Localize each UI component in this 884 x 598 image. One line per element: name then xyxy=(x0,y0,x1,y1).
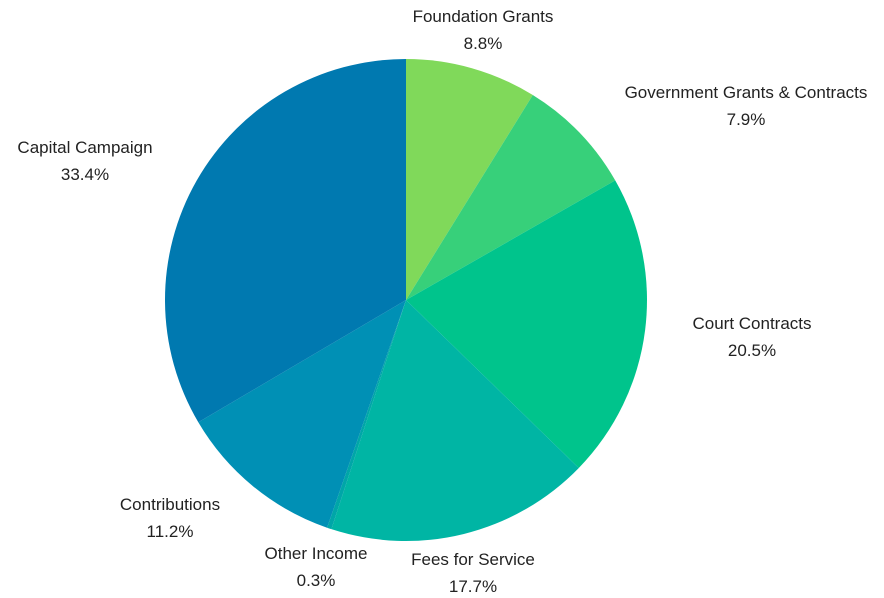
slice-value-label: 17.7% xyxy=(449,577,497,596)
pie-slice-foundation-grants xyxy=(406,59,533,300)
pie-slice-capital-campaign xyxy=(165,59,406,423)
slice-label: Court Contracts xyxy=(692,314,811,333)
pie-slice-contributions xyxy=(198,300,406,528)
slice-label: Government Grants & Contracts xyxy=(625,83,868,102)
pie-slice-fees-for-service xyxy=(331,300,579,541)
pie-slice-other-income xyxy=(327,300,406,530)
slice-label: Contributions xyxy=(120,495,220,514)
slice-value-label: 8.8% xyxy=(464,34,503,53)
pie-slice-court-contracts xyxy=(406,180,648,468)
slice-label: Fees for Service xyxy=(411,550,535,569)
slice-value-label: 33.4% xyxy=(61,165,109,184)
slices-layer xyxy=(165,59,648,541)
slice-value-label: 7.9% xyxy=(727,110,766,129)
slice-label: Other Income xyxy=(265,544,368,563)
slice-value-label: 20.5% xyxy=(728,341,776,360)
labels-layer: Foundation Grants 8.8% Government Grants &… xyxy=(17,7,867,596)
slice-label: Capital Campaign xyxy=(17,138,152,157)
slice-label: Foundation Grants xyxy=(413,7,554,26)
pie-slice-government-grants-contracts xyxy=(406,95,616,301)
slice-value-label: 11.2% xyxy=(147,522,194,541)
slice-value-label: 0.3% xyxy=(297,571,336,590)
